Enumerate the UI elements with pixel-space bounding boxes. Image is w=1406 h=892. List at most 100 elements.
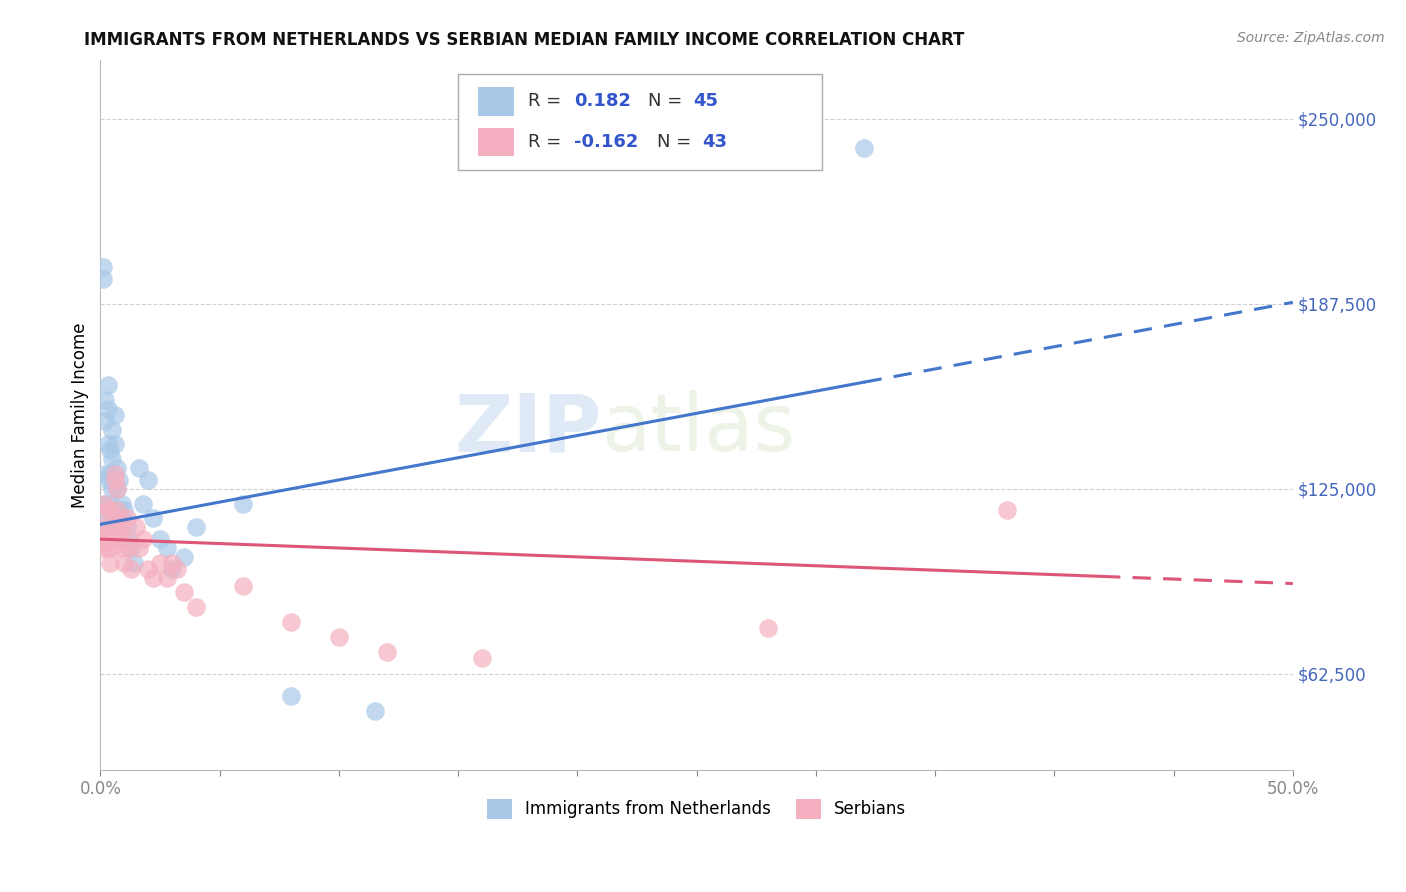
Point [280,689,302,703]
Point [94,497,117,511]
Point [132,497,155,511]
Point [149,532,172,546]
Bar [478,128,515,156]
Point [115,511,138,525]
Point [96,378,118,392]
Point [101,482,124,496]
Text: N =: N = [648,93,688,111]
Text: ZIP: ZIP [454,390,602,468]
Point [108,526,131,541]
Point [105,482,128,496]
Point [125,520,148,534]
Text: Source: ZipAtlas.com: Source: ZipAtlas.com [1237,31,1385,45]
Point [118,532,141,546]
Point [995,502,1018,516]
Point [98,556,121,570]
Point [91,511,114,525]
Point [94,414,117,428]
Point [132,532,155,546]
Point [118,541,141,555]
Point [232,497,254,511]
Point [115,520,138,534]
Point [94,532,117,546]
Point [101,541,124,555]
Point [104,437,127,451]
Point [173,549,195,564]
Point [375,644,398,658]
Point [156,571,179,585]
Point [111,497,134,511]
Point [108,473,131,487]
Text: atlas: atlas [602,390,796,468]
Point [328,630,350,644]
Point [101,520,124,534]
Point [756,621,779,635]
Point [160,556,183,570]
Point [104,467,127,481]
Point [111,520,134,534]
Point [128,461,150,475]
Point [363,704,385,718]
Text: N =: N = [657,133,697,151]
Point [94,392,117,407]
Point [156,541,179,555]
Point [91,260,114,274]
Point [96,437,118,451]
Point [142,571,165,585]
Text: 43: 43 [703,133,727,151]
FancyBboxPatch shape [458,74,821,169]
Point [105,482,128,496]
Point [96,473,118,487]
Text: 45: 45 [693,93,718,111]
Point [128,541,150,555]
Point [136,473,159,487]
Point [184,600,207,615]
Point [98,443,121,458]
Point [98,532,121,546]
Point [98,467,121,481]
Point [94,497,117,511]
Point [120,562,142,576]
Point [104,408,127,422]
Text: R =: R = [529,133,568,151]
Point [101,452,124,467]
Legend: Immigrants from Netherlands, Serbians: Immigrants from Netherlands, Serbians [479,792,912,826]
Text: R =: R = [529,93,568,111]
Point [112,502,135,516]
Point [105,461,128,475]
Point [280,615,302,629]
Point [96,401,118,416]
Point [98,502,121,516]
Point [149,556,172,570]
Text: -0.162: -0.162 [574,133,638,151]
Point [96,502,118,516]
Point [136,562,159,576]
Point [160,562,183,576]
Point [852,141,875,155]
Y-axis label: Median Family Income: Median Family Income [72,322,89,508]
Point [111,511,134,525]
Point [91,541,114,555]
Point [94,467,117,481]
Text: IMMIGRANTS FROM NETHERLANDS VS SERBIAN MEDIAN FAMILY INCOME CORRELATION CHART: IMMIGRANTS FROM NETHERLANDS VS SERBIAN M… [84,31,965,49]
Point [112,556,135,570]
Point [122,556,145,570]
Point [96,526,118,541]
Text: 0.182: 0.182 [574,93,631,111]
Point [101,423,124,437]
Point [112,532,135,546]
Point [91,520,114,534]
Point [98,497,121,511]
Point [105,502,128,516]
Point [91,271,114,285]
Point [98,520,121,534]
Point [184,520,207,534]
Point [108,502,131,516]
Point [166,562,188,576]
Point [104,502,127,516]
Point [142,511,165,525]
Point [232,579,254,593]
Point [471,650,494,665]
Point [108,511,131,525]
Point [111,541,134,555]
